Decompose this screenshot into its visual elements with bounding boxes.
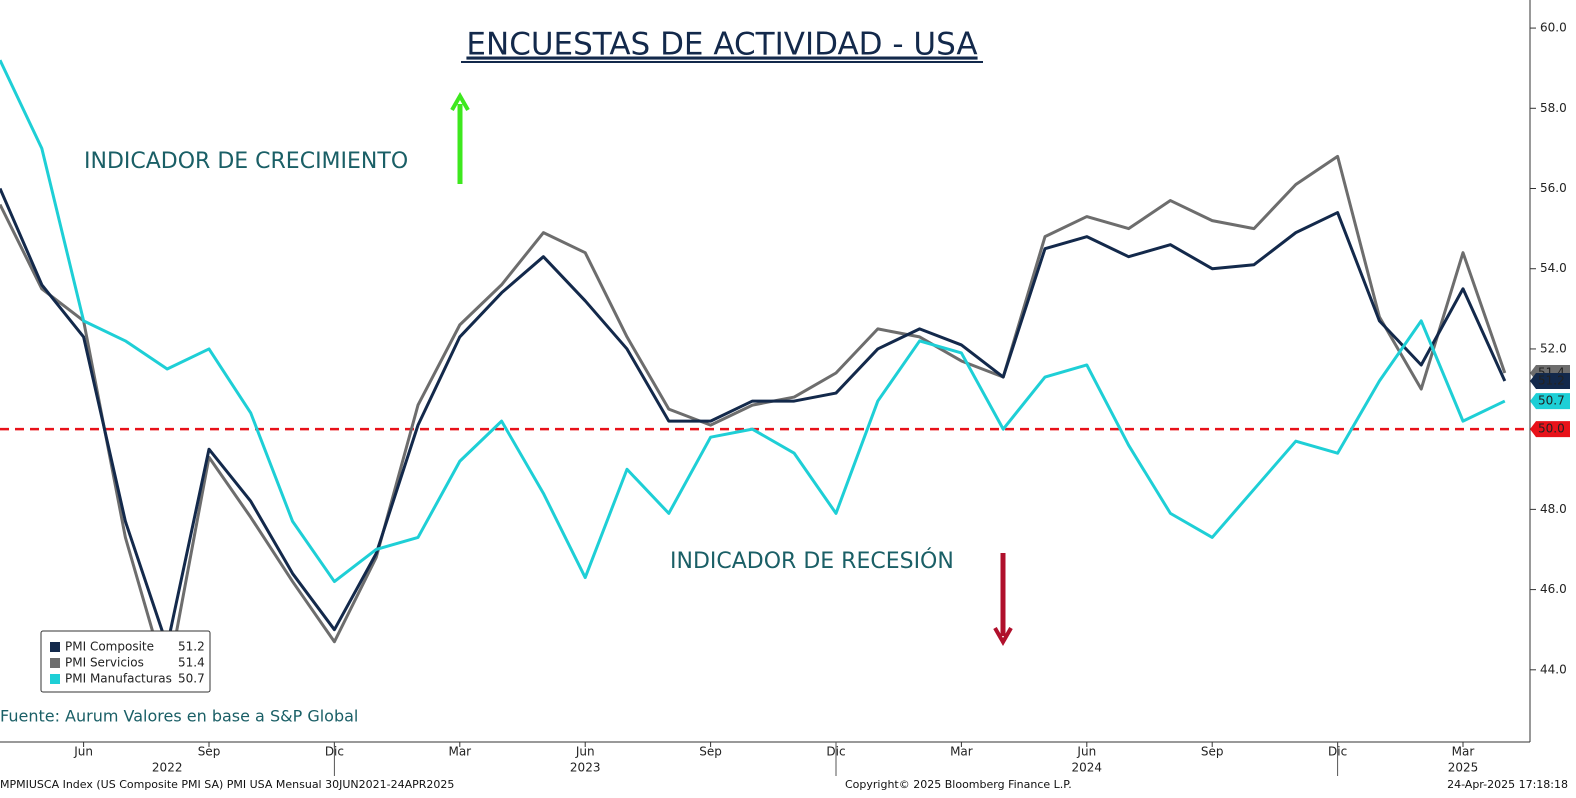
growth-annotation: INDICADOR DE CRECIMIENTO <box>84 149 408 174</box>
x-tick-label: Mar <box>448 745 471 759</box>
source-note: Fuente: Aurum Valores en base a S&P Glob… <box>0 707 358 726</box>
legend-label: PMI Composite <box>65 640 154 654</box>
footer-right: 24-Apr-2025 17:18:18 <box>1447 778 1568 791</box>
chart-title: ENCUESTAS DE ACTIVIDAD - USA <box>466 27 977 63</box>
last-value-label: 51.2 <box>1538 374 1565 388</box>
last-value-label: 50.0 <box>1538 422 1565 436</box>
x-tick-label: Jun <box>73 745 93 759</box>
y-tick-label: 56.0 <box>1540 181 1567 195</box>
year-label: 2024 <box>1072 761 1103 775</box>
x-tick-label: Jun <box>575 745 595 759</box>
legend: PMI Composite 51.2 PMI Servicios 51.4 PMI Ma… <box>40 630 211 693</box>
last-value-label: 50.7 <box>1538 394 1565 408</box>
legend-swatch <box>50 658 60 668</box>
series-line <box>0 154 1507 684</box>
last-value-box <box>1530 421 1570 438</box>
last-value-box <box>1530 373 1570 390</box>
year-label: 2022 <box>152 761 183 775</box>
y-tick-label: 54.0 <box>1540 261 1567 275</box>
y-tick-label: 60.0 <box>1540 21 1567 35</box>
growth-arrow <box>450 91 470 184</box>
y-tick-label: 52.0 <box>1540 341 1567 355</box>
x-tick-label: Jun <box>1076 745 1096 759</box>
legend-label: PMI Servicios <box>65 656 144 670</box>
recession-arrow <box>993 553 1013 647</box>
legend-value: 51.2 <box>178 640 205 654</box>
x-tick-label: Sep <box>1201 745 1224 759</box>
y-tick-label: 58.0 <box>1540 101 1567 115</box>
x-tick-label: Sep <box>699 745 722 759</box>
legend-swatch <box>50 642 60 652</box>
x-tick-label: Sep <box>198 745 221 759</box>
x-tick-label: Mar <box>950 745 973 759</box>
legend-swatch <box>50 674 60 684</box>
last-value-box <box>1530 393 1570 410</box>
legend-value: 50.7 <box>178 672 205 686</box>
series-line <box>0 187 1507 648</box>
series-line <box>0 59 1506 584</box>
legend-label: PMI Manufacturas <box>65 672 172 686</box>
y-tick-label: 44.0 <box>1540 662 1567 676</box>
y-tick-label: 46.0 <box>1540 582 1567 596</box>
recession-annotation: INDICADOR DE RECESIÓN <box>670 548 954 574</box>
year-label: 2025 <box>1448 761 1479 775</box>
footer-left: MPMIUSCA Index (US Composite PMI SA) PMI… <box>0 778 454 791</box>
x-tick-label: Mar <box>1452 745 1475 759</box>
y-tick-label: 48.0 <box>1540 502 1567 516</box>
legend-box <box>40 630 211 693</box>
legend-value: 51.4 <box>178 656 205 670</box>
footer-center: Copyright© 2025 Bloomberg Finance L.P. <box>845 778 1072 791</box>
year-label: 2023 <box>570 761 601 775</box>
